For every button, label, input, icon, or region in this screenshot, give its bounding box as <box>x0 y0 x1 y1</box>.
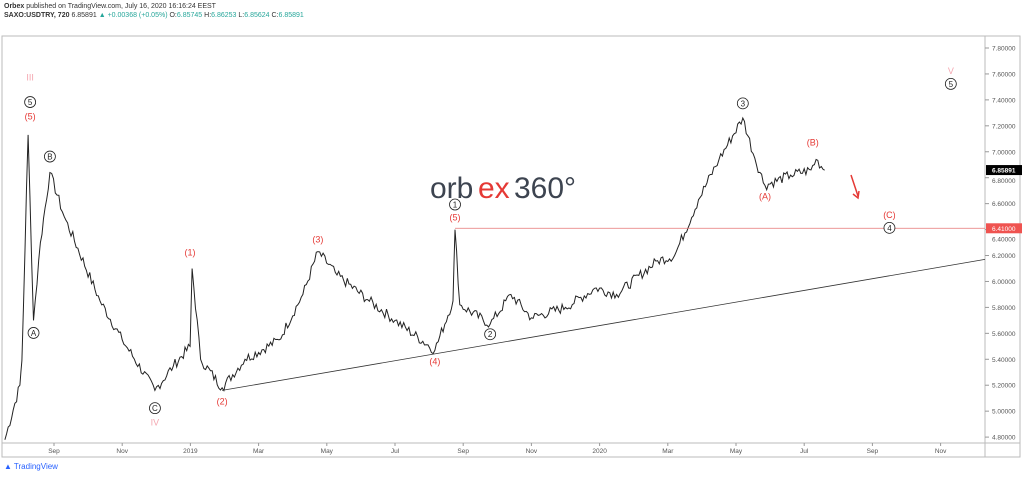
x-tick-label: May <box>730 448 743 455</box>
wave-label: (B) <box>807 137 819 147</box>
wave-label: C <box>152 404 158 413</box>
low-value: 6.85624 <box>244 12 270 19</box>
x-tick-label: 2020 <box>592 448 607 455</box>
wave-label: (5) <box>25 111 36 121</box>
x-tick-label: Mar <box>662 448 674 455</box>
y-tick-label: 7.40000 <box>992 97 1016 104</box>
close-label: C: <box>271 12 279 19</box>
y-tick-label: 6.80000 <box>992 178 1016 185</box>
wave-label: 1 <box>453 201 458 210</box>
close-value: 6.85891 <box>278 12 304 19</box>
wave-label: (C) <box>883 210 896 220</box>
wave-circle <box>27 327 40 339</box>
last-price: 6.85891 <box>71 12 97 19</box>
x-tick-label: Sep <box>48 448 60 455</box>
trendline <box>222 259 986 391</box>
wave-label: (4) <box>429 356 440 366</box>
y-tick-label: 5.00000 <box>992 409 1016 416</box>
change: +0.00368 (+0.05%) <box>107 12 168 19</box>
published-text: published on TradingView.com, July 16, 2… <box>26 3 216 10</box>
y-tick-label: 7.20000 <box>992 123 1016 130</box>
y-tick-label: 7.80000 <box>992 46 1016 53</box>
chart-frame <box>1 35 1021 458</box>
y-tick-label: 5.80000 <box>992 305 1016 312</box>
symbol: SAXO:USDTRY, 720 <box>4 12 70 19</box>
wave-circle <box>449 198 461 211</box>
orbex-logo: orb ex 360° <box>430 172 576 205</box>
x-tick-label: Sep <box>457 448 469 455</box>
level-tag <box>986 223 1022 234</box>
y-tick-label: 6.20000 <box>992 253 1016 260</box>
wave-label: (1) <box>185 248 196 258</box>
wave-circle <box>484 328 497 341</box>
wave-circle <box>883 221 896 234</box>
x-tick-label: Sep <box>867 448 879 455</box>
y-tick-label: 4.80000 <box>992 435 1016 442</box>
y-tick-label: 5.40000 <box>992 357 1016 364</box>
wave-label: 5 <box>28 98 33 107</box>
publisher: Orbex <box>4 3 25 10</box>
y-tick-label: 6.60000 <box>992 201 1016 208</box>
wave-label: (5) <box>450 213 461 223</box>
chart-header: Orbex published on TradingView.com, July… <box>4 2 304 20</box>
y-tick-label: 5.60000 <box>992 331 1016 338</box>
x-tick-label: Nov <box>526 448 538 455</box>
level-tag-label: 6.41000 <box>992 226 1016 233</box>
y-tick-label: 5.20000 <box>992 383 1016 390</box>
wave-label: B <box>47 153 52 162</box>
wave-label: (3) <box>312 235 323 245</box>
down-arrow-icon <box>850 174 859 197</box>
wave-label: V <box>948 66 954 76</box>
tradingview-icon: ▲ <box>4 462 12 471</box>
tradingview-label: TradingView <box>13 462 58 471</box>
y-tick-label: 6.00000 <box>992 279 1016 286</box>
price-series <box>4 116 825 440</box>
logo-part-ex: ex <box>478 172 510 205</box>
wave-label: 2 <box>488 330 493 339</box>
last-price-tag <box>986 165 1022 176</box>
x-tick-label: Nov <box>935 448 947 455</box>
x-tick-label: Jul <box>391 448 400 455</box>
x-tick-label: Mar <box>253 448 265 455</box>
x-tick-label: Nov <box>116 448 128 455</box>
wave-label: III <box>26 72 34 82</box>
wave-circle <box>44 150 56 163</box>
up-arrow-icon: ▲ <box>98 12 106 19</box>
wave-label: 5 <box>949 80 954 89</box>
wave-circle <box>944 78 957 90</box>
last-price-tag-label: 6.85891 <box>992 168 1016 175</box>
wave-label: 3 <box>741 99 746 108</box>
x-tick-label: Jul <box>800 448 809 455</box>
wave-label: (2) <box>217 397 228 407</box>
wave-label: IV <box>151 417 160 427</box>
wave-circle <box>24 96 37 108</box>
high-label: H: <box>204 12 212 19</box>
wave-label: (A) <box>759 192 771 202</box>
y-tick-label: 6.40000 <box>992 236 1016 243</box>
logo-part-360: 360° <box>514 172 576 205</box>
open-value: 6.85745 <box>176 12 203 19</box>
x-tick-label: 2019 <box>183 448 198 455</box>
tradingview-logo[interactable]: ▲ TradingView <box>4 462 58 471</box>
open-label: O: <box>169 12 177 19</box>
high-value: 6.86253 <box>211 12 237 19</box>
wave-label: 4 <box>887 224 892 233</box>
x-tick-label: May <box>321 448 334 455</box>
wave-label: A <box>31 329 37 338</box>
wave-circle <box>736 97 749 110</box>
wave-circle <box>149 402 161 415</box>
arrowhead <box>852 190 860 200</box>
logo-part-orb: orb <box>430 172 473 205</box>
low-label: L: <box>238 12 245 19</box>
y-tick-label: 7.60000 <box>992 71 1016 78</box>
y-tick-label: 7.00000 <box>992 149 1016 156</box>
